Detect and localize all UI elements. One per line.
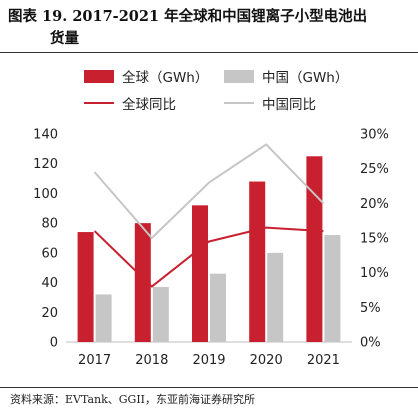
source-divider [0, 387, 418, 388]
bar-global [306, 156, 323, 342]
x-tick-label: 2019 [192, 353, 225, 368]
y-right-tick-label: 25% [360, 162, 389, 177]
y-left-tick-label: 0 [50, 336, 58, 351]
bar-global [77, 232, 94, 342]
title-divider [0, 52, 418, 53]
y-right-tick-label: 10% [360, 266, 389, 281]
chart-title-line1: 图表 19. 2017-2021 年全球和中国锂离子小型电池出 [8, 8, 368, 25]
y-right-tick-label: 0% [360, 336, 381, 351]
x-tick-label: 2020 [250, 353, 283, 368]
bar-china [267, 252, 284, 342]
bar-global [192, 205, 208, 342]
chart-title: 图表 19. 2017-2021 年全球和中国锂离子小型电池出 货量 [8, 6, 412, 50]
chart-title-line2: 货量 [50, 30, 79, 47]
y-right-tick-label: 5% [360, 301, 381, 316]
legend-item-global-line: 全球同比 [84, 93, 176, 113]
legend-item-china-line: 中国同比 [224, 93, 316, 113]
line-global-yoy [93, 226, 324, 288]
y-left-tick-label: 100 [33, 187, 58, 202]
line-china-yoy [93, 143, 325, 239]
chart-legend: 全球（GWh） 中国（GWh） 全球同比 中国同比 [84, 66, 384, 113]
y-left-tick-label: 120 [33, 157, 58, 172]
legend-swatch-global-line [84, 102, 114, 104]
bar-china [210, 273, 226, 342]
x-tick-label: 2021 [307, 353, 340, 368]
source-note: 资料来源：EVTank、GGII，东亚前海证券研究所 [10, 393, 256, 406]
bar-global [249, 181, 266, 342]
legend-label-global-bar: 全球（GWh） [122, 70, 209, 86]
y-left-tick-label: 140 [33, 128, 58, 143]
bar-global [134, 223, 151, 342]
y-left-tick-label: 60 [41, 246, 58, 261]
legend-label-global-line: 全球同比 [122, 97, 176, 113]
y-right-tick-label: 30% [360, 128, 389, 143]
y-left-tick-label: 80 [41, 217, 58, 232]
legend-item-china-bar: 中国（GWh） [224, 66, 348, 86]
y-left-tick-label: 40 [41, 276, 58, 291]
y-right-tick-label: 20% [360, 197, 389, 212]
legend-label-china-line: 中国同比 [262, 97, 316, 113]
legend-label-china-bar: 中国（GWh） [262, 70, 349, 86]
bar-china [95, 294, 112, 342]
legend-swatch-china-line [224, 102, 254, 104]
bar-china [324, 235, 341, 342]
y-right-tick-label: 15% [360, 232, 389, 247]
x-tick-label: 2017 [78, 353, 111, 368]
legend-swatch-global-bar [84, 69, 114, 83]
x-tick-label: 2018 [135, 353, 168, 368]
legend-item-global-bar: 全球（GWh） [84, 66, 208, 86]
y-left-tick-label: 20 [41, 306, 58, 321]
bar-china [152, 287, 169, 342]
legend-swatch-china-bar [224, 69, 254, 83]
